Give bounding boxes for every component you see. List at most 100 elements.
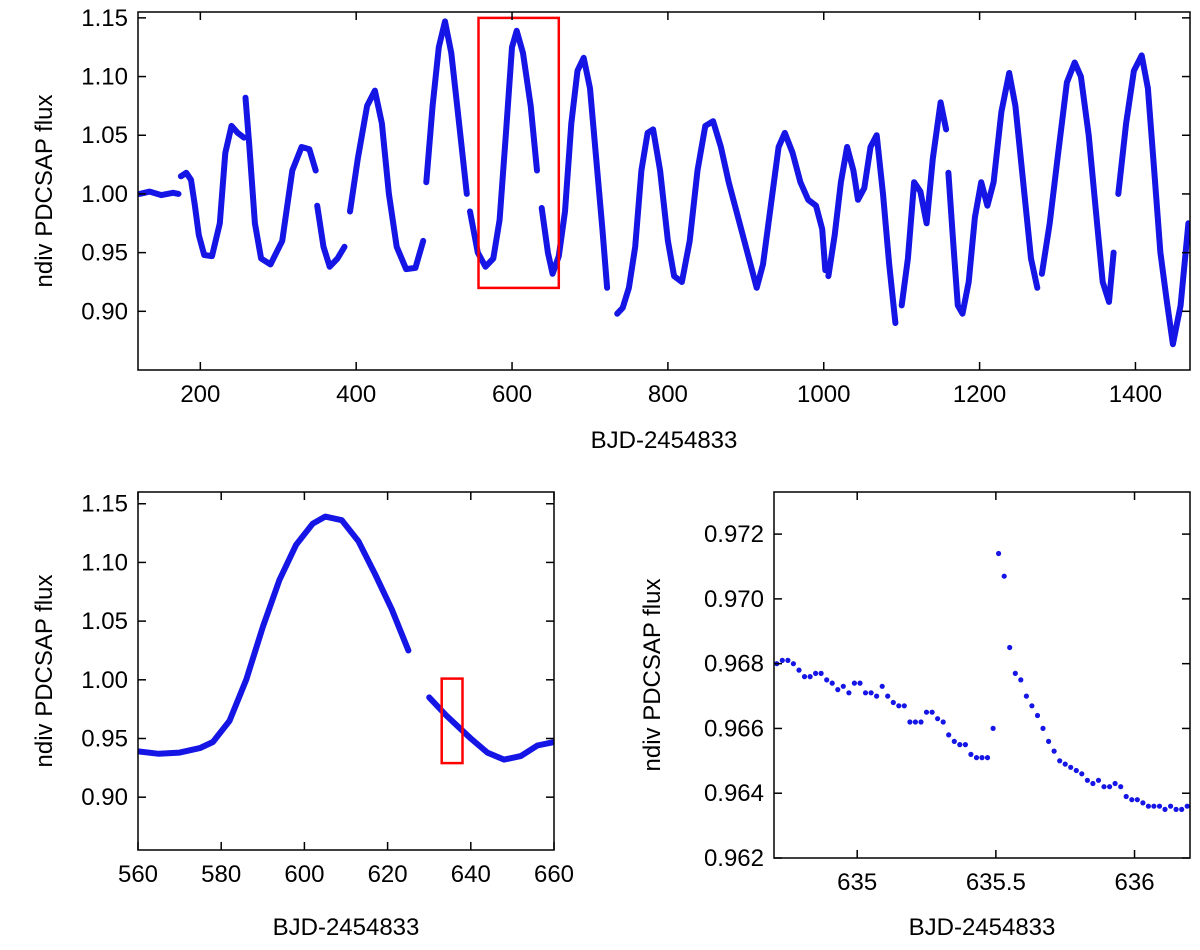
zoom-2-data-point-63 bbox=[1118, 784, 1124, 790]
zoom-1-y-tick-label: 1.10 bbox=[81, 549, 128, 576]
zoom-2-data-point-22 bbox=[890, 699, 896, 706]
zoom-2-data-point-73 bbox=[1173, 806, 1179, 813]
zoom-1-x-tick-label: 660 bbox=[534, 861, 574, 888]
zoom-2-data-point-62 bbox=[1112, 780, 1118, 787]
zoom-2-data-point-9 bbox=[818, 670, 824, 677]
zoom-2-data-point-41 bbox=[996, 550, 1002, 557]
zoom-2-data-point-40 bbox=[990, 725, 996, 732]
overview-x-tick-label: 800 bbox=[648, 381, 688, 408]
zoom-1-y-axis-label: ndiv PDCSAP flux bbox=[31, 575, 58, 768]
overview-axes: 200 400 600 800 1000 1200 1400 0.90 0.95 1.00 1.05… bbox=[81, 5, 1190, 408]
zoom-2-data-point-25 bbox=[907, 719, 913, 725]
zoom-2-data-point-11 bbox=[829, 680, 835, 686]
zoom-2-data-point-60 bbox=[1101, 784, 1107, 790]
zoom-2-data-point-31 bbox=[940, 719, 946, 725]
zoom-2-data-point-32 bbox=[946, 732, 952, 738]
zoom-2-data-point-20 bbox=[879, 683, 885, 689]
zoom-2-data-point-38 bbox=[979, 755, 985, 761]
zoom-2-data-point-65 bbox=[1129, 797, 1135, 803]
zoom-2-data-point-59 bbox=[1095, 777, 1102, 783]
overview-y-tick-label: 1.00 bbox=[81, 181, 128, 208]
zoom-2-data-point-70 bbox=[1156, 803, 1163, 809]
zoom-2-x-tick-label: 635.5 bbox=[966, 869, 1026, 896]
zoom-2-data-point-75 bbox=[1184, 803, 1190, 809]
zoom-2-data-point-12 bbox=[835, 687, 841, 693]
zoom-2-data-point-44 bbox=[1012, 670, 1018, 677]
zoom-2-data-point-54 bbox=[1068, 764, 1074, 770]
zoom-2-data-point-47 bbox=[1029, 703, 1035, 709]
overview-y-tick-label: 1.15 bbox=[81, 5, 128, 32]
zoom-2-plot-frame bbox=[773, 491, 1191, 859]
zoom-2-data-point-26 bbox=[912, 719, 919, 725]
overview-data bbox=[138, 18, 1190, 348]
overview-flux-segment-6 bbox=[423, 18, 470, 197]
zoom-2-data-point-52 bbox=[1057, 758, 1063, 764]
zoom-2-panel: 635 635.5 636 0.962 0.964 0.966 0.968 0.970 0.97… bbox=[639, 491, 1191, 941]
zoom-2-y-tick-label: 0.966 bbox=[704, 715, 764, 742]
zoom-2-y-axis-label: ndiv PDCSAP flux bbox=[639, 579, 666, 772]
zoom-2-data-point-18 bbox=[868, 690, 874, 696]
zoom-2-data-point-17 bbox=[862, 690, 869, 696]
zoom-1-data bbox=[138, 513, 554, 763]
zoom-1-panel: 560 580 600 620 640 660 0.90 0.95 1.00 1.05 1.10 1.… bbox=[31, 491, 574, 941]
zoom-2-data-point-8 bbox=[813, 670, 819, 677]
overview-x-tick-label: 1200 bbox=[953, 381, 1006, 408]
overview-flux-segment-12 bbox=[945, 70, 1041, 317]
zoom-2-data-point-46 bbox=[1023, 693, 1029, 699]
zoom-1-y-tick-label: 1.15 bbox=[81, 491, 128, 518]
overview-flux-segment-10 bbox=[825, 132, 899, 326]
zoom-2-data-point-53 bbox=[1062, 761, 1068, 767]
zoom-2-data-point-16 bbox=[857, 680, 863, 686]
zoom-2-data-point-39 bbox=[984, 755, 991, 761]
zoom-2-data-point-34 bbox=[957, 742, 963, 748]
zoom-2-data-point-64 bbox=[1123, 793, 1129, 800]
zoom-2-data-point-28 bbox=[923, 709, 930, 715]
overview-plot-frame bbox=[137, 11, 1191, 371]
zoom-2-data-point-43 bbox=[1007, 644, 1013, 651]
overview-x-tick-label: 200 bbox=[180, 381, 220, 408]
overview-flux-segment-5 bbox=[347, 87, 427, 273]
zoom-2-data-point-55 bbox=[1073, 767, 1079, 774]
overview-x-tick-label: 1400 bbox=[1109, 381, 1162, 408]
zoom-2-data-point-58 bbox=[1090, 780, 1096, 787]
zoom-2-data-point-4 bbox=[790, 661, 797, 667]
zoom-1-highlight-box bbox=[440, 677, 464, 765]
overview-x-tick-label: 600 bbox=[492, 381, 532, 408]
zoom-2-data-point-74 bbox=[1179, 806, 1185, 813]
zoom-2-y-tick-label: 0.964 bbox=[704, 780, 764, 807]
zoom-2-data-point-7 bbox=[807, 674, 813, 680]
zoom-2-data-point-72 bbox=[1168, 803, 1174, 809]
zoom-2-data-point-37 bbox=[973, 755, 980, 761]
zoom-2-data-point-15 bbox=[851, 680, 858, 686]
zoom-1-flux-segment-1 bbox=[138, 513, 412, 757]
zoom-1-y-tick-label: 0.90 bbox=[81, 784, 128, 811]
zoom-2-x-axis-label: BJD-2454833 bbox=[909, 914, 1056, 941]
zoom-2-y-tick-label: 0.968 bbox=[704, 651, 764, 678]
zoom-2-data-point-6 bbox=[801, 674, 808, 680]
zoom-2-axes: 635 635.5 636 0.962 0.964 0.966 0.968 0.970 0.97… bbox=[704, 492, 1190, 896]
overview-x-tick-label: 1000 bbox=[797, 381, 850, 408]
zoom-2-data-point-30 bbox=[935, 716, 941, 722]
zoom-2-data-point-66 bbox=[1134, 797, 1140, 803]
zoom-2-data-point-42 bbox=[1001, 573, 1007, 579]
zoom-1-y-tick-label: 1.00 bbox=[81, 667, 128, 694]
overview-flux-segment-14 bbox=[1115, 52, 1190, 348]
zoom-2-data-point-24 bbox=[901, 703, 907, 709]
zoom-2-data-point-69 bbox=[1151, 803, 1157, 809]
overview-x-tick-label: 400 bbox=[336, 381, 376, 408]
zoom-2-data-point-27 bbox=[918, 719, 924, 725]
overview-flux-segment-8 bbox=[538, 54, 611, 291]
zoom-1-y-tick-label: 1.05 bbox=[81, 608, 128, 635]
zoom-2-data-point-57 bbox=[1084, 777, 1090, 783]
zoom-1-highlight-layer bbox=[440, 677, 464, 765]
zoom-2-x-tick-label: 635 bbox=[837, 869, 877, 896]
zoom-2-data-point-51 bbox=[1051, 748, 1057, 754]
zoom-1-plot-frame bbox=[137, 491, 555, 851]
zoom-2-data-point-14 bbox=[846, 690, 852, 696]
zoom-2-data-point-5 bbox=[796, 667, 802, 673]
overview-y-tick-label: 1.10 bbox=[81, 64, 128, 91]
zoom-2-data-point-48 bbox=[1034, 712, 1041, 719]
zoom-2-data bbox=[774, 550, 1190, 813]
overview-y-axis-label: ndiv PDCSAP flux bbox=[31, 95, 58, 288]
